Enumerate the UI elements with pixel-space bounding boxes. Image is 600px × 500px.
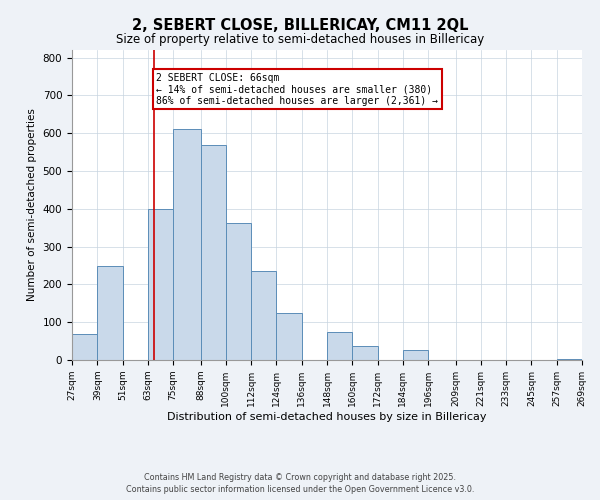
Bar [173,130,200,360]
Bar [403,350,428,360]
X-axis label: Distribution of semi-detached houses by size in Billericay: Distribution of semi-detached houses by … [167,412,487,422]
Bar [327,332,352,360]
Bar [352,346,377,360]
Text: 2, SEBERT CLOSE, BILLERICAY, CM11 2QL: 2, SEBERT CLOSE, BILLERICAY, CM11 2QL [132,18,468,32]
Bar [277,312,302,360]
Bar [72,334,97,360]
Text: Size of property relative to semi-detached houses in Billericay: Size of property relative to semi-detach… [116,32,484,46]
Text: Contains HM Land Registry data © Crown copyright and database right 2025.
Contai: Contains HM Land Registry data © Crown c… [126,472,474,494]
Bar [200,146,226,360]
Bar [226,223,251,360]
Text: 2 SEBERT CLOSE: 66sqm
← 14% of semi-detached houses are smaller (380)
86% of sem: 2 SEBERT CLOSE: 66sqm ← 14% of semi-deta… [156,72,438,106]
Bar [557,359,582,360]
Y-axis label: Number of semi-detached properties: Number of semi-detached properties [27,108,37,302]
Bar [97,266,122,360]
Bar [251,271,277,360]
Bar [148,209,173,360]
